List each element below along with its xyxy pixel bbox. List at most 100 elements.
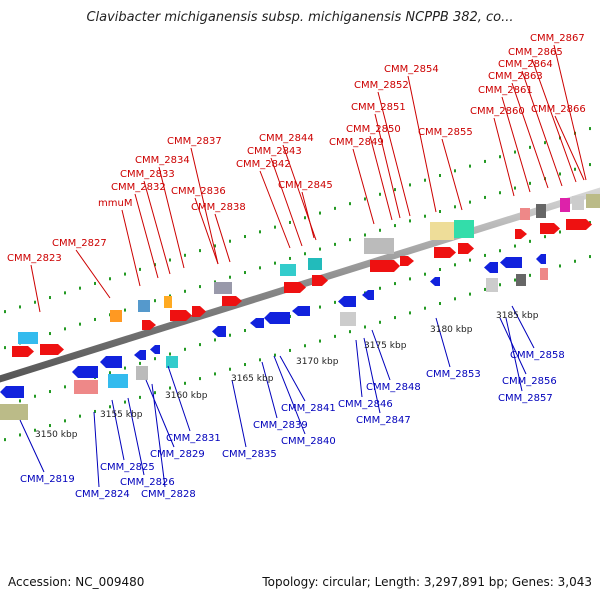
gene-label-top[interactable]: CMM_2860 (470, 106, 525, 117)
gene-label-top[interactable]: CMM_2836 (171, 186, 226, 197)
gene-block[interactable] (0, 404, 28, 420)
gene-arrow[interactable] (192, 306, 206, 317)
gene-label-top[interactable]: CMM_2844 (259, 133, 314, 144)
gene-arrow[interactable] (100, 356, 122, 368)
gene-block[interactable] (430, 222, 454, 240)
gene-arrow[interactable] (338, 296, 356, 307)
gene-arrow[interactable] (484, 262, 498, 273)
gene-arrow[interactable] (72, 366, 98, 378)
gene-arrow[interactable] (430, 277, 440, 286)
gene-arrow[interactable] (264, 312, 290, 324)
gene-block[interactable] (18, 332, 38, 344)
gene-label-top[interactable]: CMM_2845 (278, 180, 333, 191)
gene-arrow[interactable] (500, 257, 522, 268)
gene-arrow[interactable] (150, 345, 160, 354)
gene-block[interactable] (540, 268, 548, 280)
gene-label-top[interactable]: CMM_2851 (351, 102, 406, 113)
gene-label-bottom[interactable]: CMM_2858 (510, 350, 565, 361)
gene-arrow[interactable] (250, 318, 264, 328)
gene-label-bottom[interactable]: CMM_2841 (281, 403, 336, 414)
gene-block[interactable] (454, 220, 474, 238)
gene-label-bottom[interactable]: CMM_2856 (502, 376, 557, 387)
gene-arrow[interactable] (370, 260, 400, 272)
gene-block[interactable] (586, 194, 600, 208)
gene-arrow[interactable] (284, 282, 306, 293)
gene-arrow[interactable] (458, 243, 474, 254)
gene-arrow[interactable] (40, 344, 64, 355)
gene-block[interactable] (516, 274, 526, 286)
gene-label-top[interactable]: CMM_2867 (530, 33, 585, 44)
gene-label-bottom[interactable]: CMM_2839 (253, 420, 308, 431)
gene-arrow[interactable] (312, 275, 328, 286)
gene-arrow[interactable] (0, 386, 24, 398)
gene-arrow[interactable] (222, 296, 242, 306)
gene-label-bottom[interactable]: CMM_2848 (366, 382, 421, 393)
gene-block[interactable] (138, 300, 150, 312)
gene-label-bottom[interactable]: CMM_2835 (222, 449, 277, 460)
gene-label-bottom[interactable]: CMM_2857 (498, 393, 553, 404)
gene-label-top[interactable]: CMM_2833 (120, 169, 175, 180)
gene-arrow[interactable] (434, 247, 456, 258)
gene-label-top[interactable]: CMM_2842 (236, 159, 291, 170)
gene-block[interactable] (340, 312, 356, 326)
gene-label-top[interactable]: CMM_2837 (167, 136, 222, 147)
gene-arrow[interactable] (170, 310, 192, 321)
gene-label-top[interactable]: CMM_2866 (531, 104, 586, 115)
gene-label-top[interactable]: mmuM (98, 198, 132, 209)
gene-block[interactable] (136, 366, 148, 380)
gene-arrow[interactable] (566, 219, 592, 230)
gene-label-bottom[interactable]: CMM_2847 (356, 415, 411, 426)
gene-label-top[interactable]: CMM_2855 (418, 127, 473, 138)
gene-label-bottom[interactable]: CMM_2819 (20, 474, 75, 485)
gene-label-bottom[interactable]: CMM_2828 (141, 489, 196, 500)
gene-label-top[interactable]: CMM_2852 (354, 80, 409, 91)
gene-block[interactable] (536, 204, 546, 218)
tick-mark (529, 145, 531, 149)
gene-arrow[interactable] (142, 320, 156, 330)
gene-block[interactable] (74, 380, 98, 394)
gene-label-bottom[interactable]: CMM_2840 (281, 436, 336, 447)
gene-arrow[interactable] (362, 290, 374, 300)
gene-block[interactable] (108, 374, 128, 388)
gene-label-top[interactable]: CMM_2863 (488, 71, 543, 82)
gene-label-top[interactable]: CMM_2849 (329, 137, 384, 148)
gene-label-top[interactable]: CMM_2823 (7, 253, 62, 264)
gene-arrow[interactable] (12, 346, 34, 357)
gene-arrow[interactable] (515, 229, 527, 239)
gene-label-bottom[interactable]: CMM_2825 (100, 462, 155, 473)
gene-block[interactable] (572, 196, 584, 210)
gene-arrow[interactable] (540, 223, 560, 234)
gene-label-bottom[interactable]: CMM_2831 (166, 433, 221, 444)
gene-arrow[interactable] (212, 326, 226, 337)
gene-block[interactable] (214, 282, 232, 294)
gene-block[interactable] (280, 264, 296, 276)
gene-block[interactable] (486, 278, 498, 292)
gene-block[interactable] (520, 208, 530, 220)
gene-block[interactable] (560, 198, 570, 212)
gene-block[interactable] (364, 238, 394, 254)
gene-label-bottom[interactable]: CMM_2826 (120, 477, 175, 488)
gene-label-top[interactable]: CMM_2832 (111, 182, 166, 193)
gene-label-top[interactable]: CMM_2843 (247, 146, 302, 157)
gene-label-bottom[interactable]: CMM_2824 (75, 489, 130, 500)
gene-label-top[interactable]: CMM_2865 (508, 47, 563, 58)
gene-block[interactable] (308, 258, 322, 270)
gene-label-top[interactable]: CMM_2850 (346, 124, 401, 135)
gene-block[interactable] (164, 296, 172, 308)
gene-arrow[interactable] (134, 350, 146, 360)
gene-arrow[interactable] (536, 254, 546, 264)
gene-arrow[interactable] (292, 306, 310, 316)
gene-label-top[interactable]: CMM_2864 (498, 59, 553, 70)
gene-label-top[interactable]: CMM_2854 (384, 64, 439, 75)
gene-arrow[interactable] (400, 256, 414, 266)
gene-label-top[interactable]: CMM_2838 (191, 202, 246, 213)
gene-label-top[interactable]: CMM_2834 (135, 155, 190, 166)
gene-block[interactable] (166, 356, 178, 368)
gene-label-bottom[interactable]: CMM_2853 (426, 369, 481, 380)
gene-label-top[interactable]: CMM_2827 (52, 238, 107, 249)
gene-label-bottom[interactable]: CMM_2846 (338, 399, 393, 410)
gene-block[interactable] (110, 310, 122, 322)
gene-label-bottom[interactable]: CMM_2829 (150, 449, 205, 460)
gene-label-top[interactable]: CMM_2861 (478, 85, 533, 96)
